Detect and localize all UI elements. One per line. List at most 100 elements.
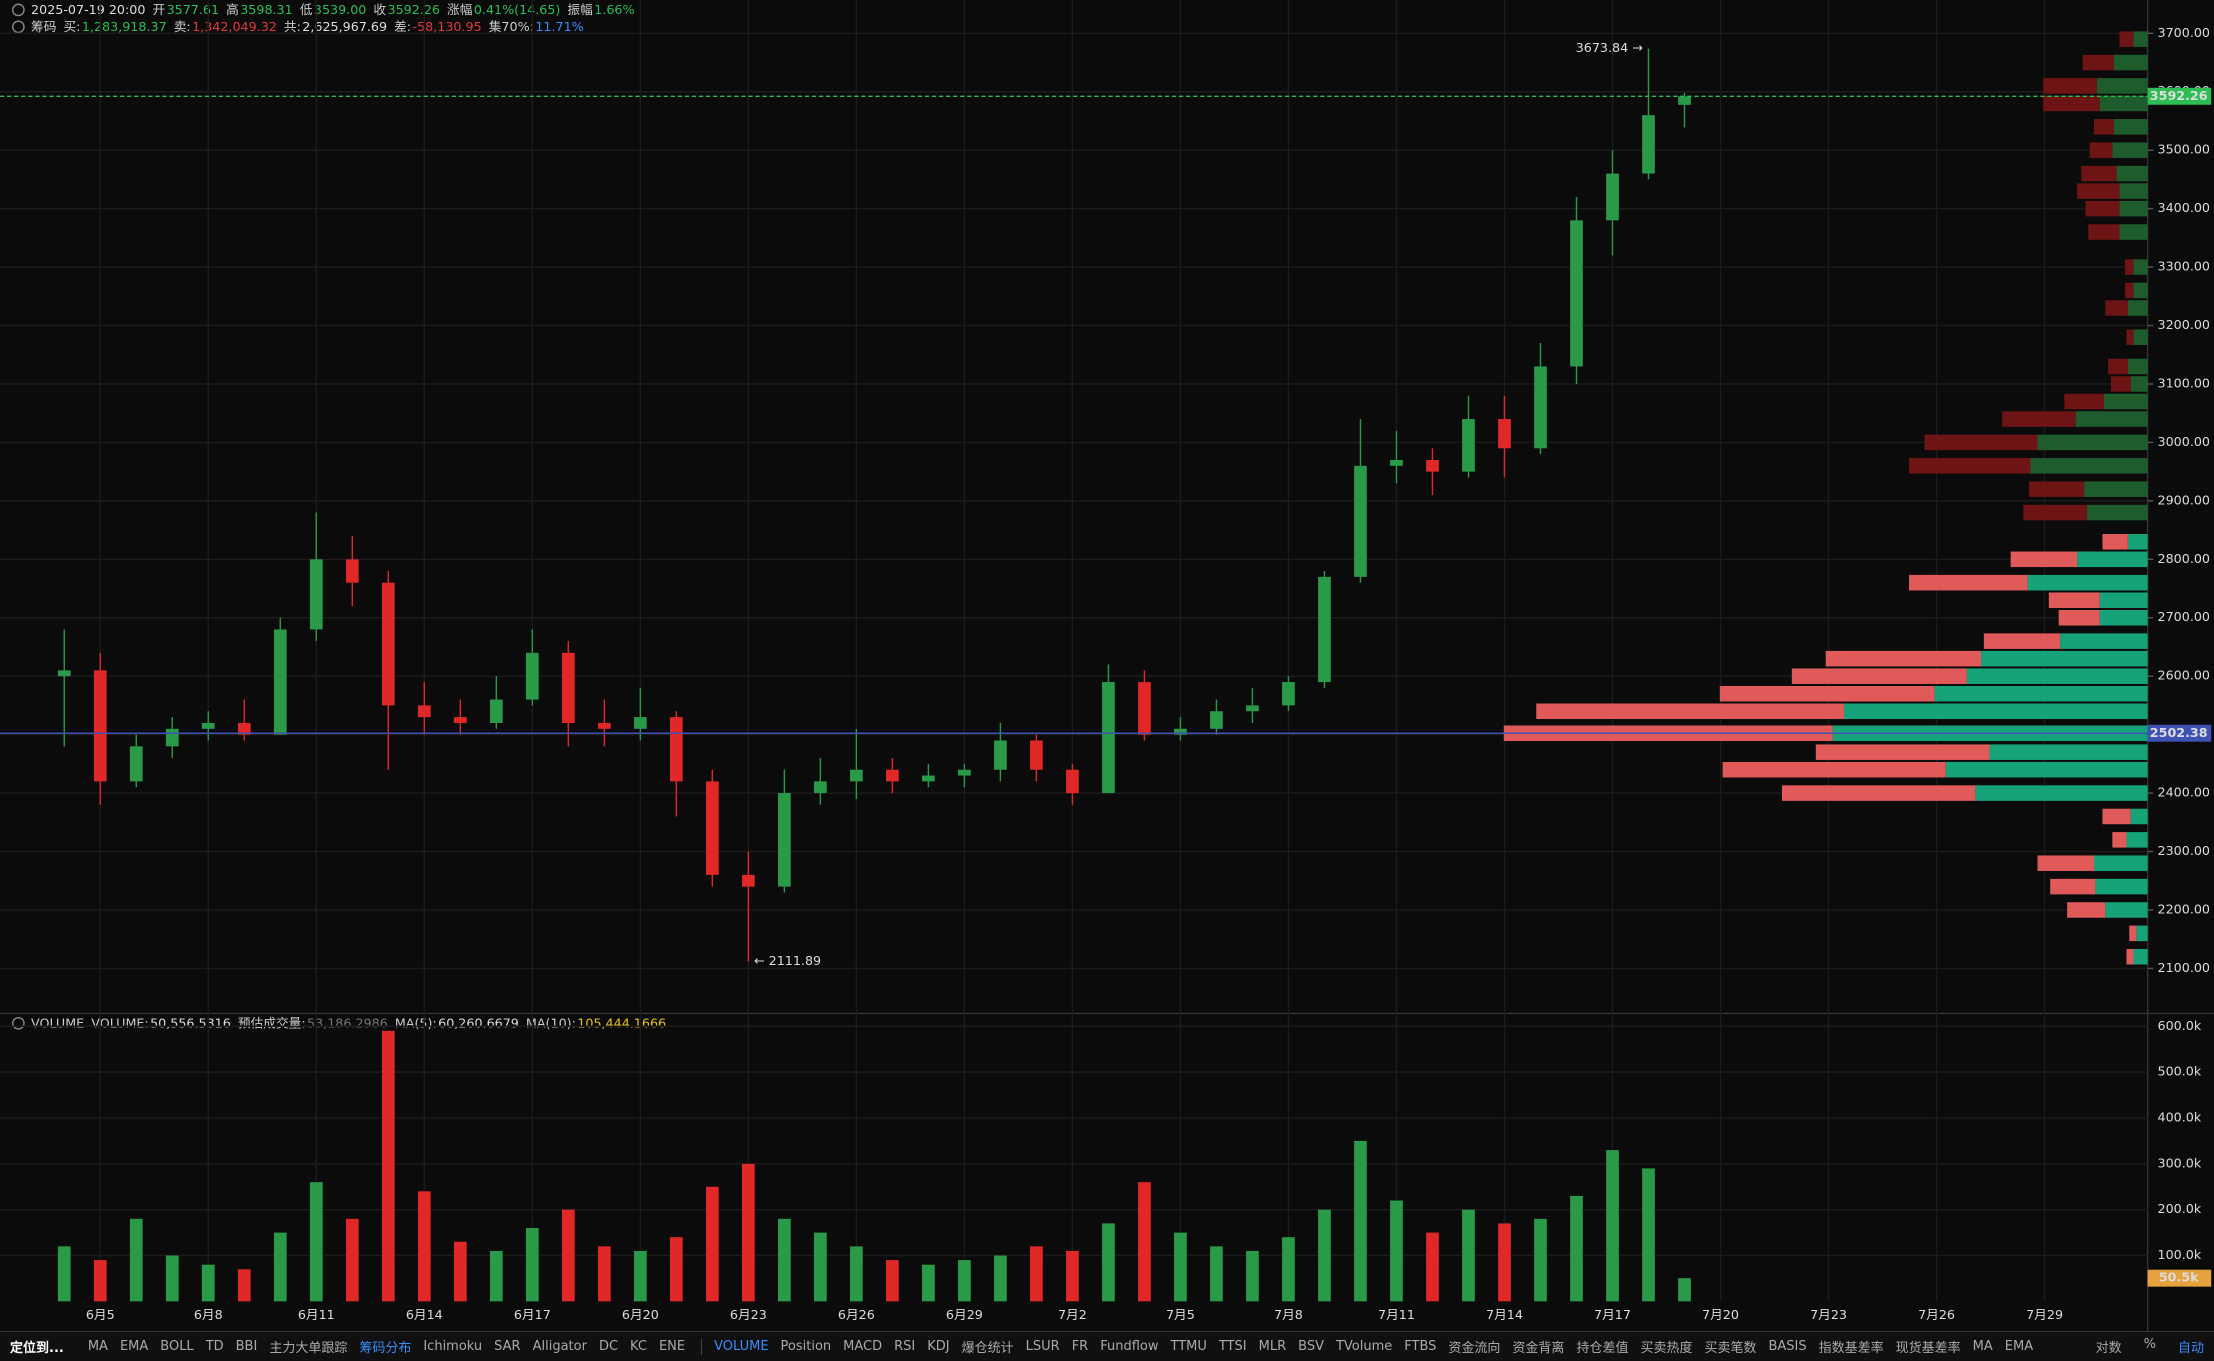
toolbar-item[interactable]: 资金背离: [1512, 1341, 1565, 1356]
toolbar-item[interactable]: Position: [780, 1339, 832, 1354]
profile-sell: [2082, 54, 2114, 71]
collapse-icon[interactable]: [12, 3, 25, 17]
toolbar-item[interactable]: %: [2143, 1337, 2156, 1352]
x-tick-label: 7月26: [1918, 1307, 1955, 1322]
volume-bar: [201, 1264, 215, 1302]
toolbar-item[interactable]: FTBS: [1404, 1339, 1437, 1354]
profile-buy: [2037, 434, 2148, 451]
toolbar-item[interactable]: 定位到...: [10, 1341, 64, 1356]
toolbar-item[interactable]: 筹码分布: [359, 1341, 412, 1356]
volume-bar: [1246, 1250, 1259, 1302]
toolbar-item[interactable]: 指数基差率: [1818, 1341, 1884, 1356]
toolbar-item[interactable]: LSUR: [1025, 1339, 1060, 1354]
toolbar-item[interactable]: SAR: [494, 1339, 521, 1354]
toolbar-item[interactable]: VOLUME: [714, 1339, 769, 1354]
profile-buy: [2133, 282, 2148, 299]
profile-sell: [2129, 925, 2137, 942]
toolbar: 定位到... MA EMA BOLL TD BBI 主力大单跟踪 筹码分布 Ichimoku SA…: [0, 1331, 2214, 1361]
toolbar-item[interactable]: MACD: [843, 1339, 883, 1354]
candle-body: [994, 740, 1007, 770]
x-tick-label: 7月17: [1594, 1307, 1631, 1322]
toolbar-item[interactable]: RSI: [894, 1339, 916, 1354]
toolbar-item[interactable]: BOLL: [160, 1339, 194, 1354]
profile-sell: [2126, 948, 2134, 965]
toolbar-item[interactable]: TD: [205, 1339, 224, 1354]
profile-sell: [2093, 119, 2114, 135]
profile-sell: [2067, 902, 2106, 918]
toolbar-item[interactable]: EMA: [119, 1339, 149, 1354]
toolbar-item[interactable]: TTSI: [1218, 1339, 1247, 1354]
candle-body: [1210, 711, 1223, 729]
header-line: VOLUME VOLUME:50,556.5316 预估成交量:53,186.298…: [31, 1015, 666, 1030]
volume-bar: [742, 1163, 755, 1302]
volume-bar: [1030, 1246, 1043, 1302]
volume-bar: [1102, 1223, 1115, 1302]
profile-buy: [2113, 119, 2148, 135]
profile-buy: [2113, 54, 2148, 71]
x-tick-label: 7月20: [1702, 1307, 1739, 1322]
toolbar-item[interactable]: KDJ: [927, 1339, 950, 1354]
toolbar-item[interactable]: 爆仓统计: [961, 1341, 1014, 1356]
profile-sell: [2102, 808, 2131, 825]
y-tick-label: 500.0k: [2158, 1064, 2202, 1079]
toolbar-item[interactable]: DC: [598, 1339, 619, 1354]
toolbar-item[interactable]: ENE: [658, 1339, 686, 1354]
toolbar-item[interactable]: 买卖笔数: [1704, 1341, 1757, 1356]
volume-bar: [1426, 1232, 1439, 1302]
toolbar-item[interactable]: 买卖热度: [1640, 1341, 1693, 1356]
collapse-icon[interactable]: [12, 1016, 25, 1030]
toolbar-item[interactable]: 持仓差值: [1576, 1341, 1629, 1356]
candle-body: [1678, 96, 1691, 105]
toolbar-item[interactable]: 自动: [2177, 1341, 2204, 1356]
toolbar-item[interactable]: BBI: [235, 1339, 258, 1354]
toolbar-item[interactable]: TTMU: [1170, 1339, 1207, 1354]
y-tick-label: 600.0k: [2158, 1018, 2202, 1033]
profile-sell: [1983, 633, 2061, 649]
volume-bar: [958, 1260, 971, 1302]
toolbar-item[interactable]: 现货基差率: [1895, 1341, 1961, 1356]
volume-bar: [1210, 1246, 1223, 1302]
candle-body: [1066, 769, 1079, 794]
profile-buy: [2095, 878, 2148, 895]
toolbar-item[interactable]: TVolume: [1335, 1339, 1393, 1354]
y-tick-label: 2200.00: [2158, 901, 2210, 916]
toolbar-item[interactable]: BASIS: [1768, 1339, 1807, 1354]
profile-buy: [1934, 685, 2148, 702]
toolbar-item[interactable]: MA: [1972, 1339, 1993, 1354]
toolbar-item[interactable]: BSV: [1298, 1339, 1324, 1354]
profile-buy: [2133, 329, 2148, 345]
volume-bar: [778, 1218, 791, 1302]
candle-body: [93, 670, 107, 782]
candle-body: [633, 717, 647, 729]
toolbar-item[interactable]: 对数: [2095, 1341, 2122, 1356]
toolbar-item[interactable]: EMA: [2004, 1339, 2034, 1354]
profile-sell: [2077, 183, 2120, 199]
candle-body: [453, 717, 467, 723]
profile-sell: [2119, 31, 2134, 47]
candle-body: [1174, 728, 1187, 735]
toolbar-item[interactable]: 资金流向: [1448, 1341, 1501, 1356]
volume-bar: [1642, 1168, 1655, 1302]
toolbar-item[interactable]: 主力大单跟踪: [269, 1341, 348, 1356]
toolbar-item[interactable]: Alligator: [532, 1339, 587, 1354]
profile-buy: [2075, 411, 2148, 427]
toolbar-item[interactable]: Fundflow: [1100, 1339, 1159, 1354]
collapse-icon[interactable]: [12, 20, 25, 34]
header-label: 低: [300, 1, 313, 16]
toolbar-item[interactable]: FR: [1071, 1339, 1089, 1354]
volume-bar: [1354, 1140, 1367, 1302]
candle-body: [273, 629, 287, 735]
toolbar-item[interactable]: MA: [87, 1339, 108, 1354]
y-tick-label: 2900.00: [2158, 492, 2210, 507]
toolbar-item[interactable]: Ichimoku: [423, 1339, 483, 1354]
profile-sell: [2064, 393, 2104, 410]
volume-bar: [237, 1269, 251, 1302]
profile-buy: [2136, 925, 2148, 942]
y-tick-label: 200.0k: [2158, 1201, 2202, 1216]
toolbar-item[interactable]: KC: [630, 1339, 647, 1354]
header-value: 1,283,918.37: [82, 18, 167, 33]
toolbar-item[interactable]: MLR: [1258, 1339, 1287, 1354]
profile-buy: [2027, 574, 2148, 591]
candle-body: [1246, 705, 1259, 712]
